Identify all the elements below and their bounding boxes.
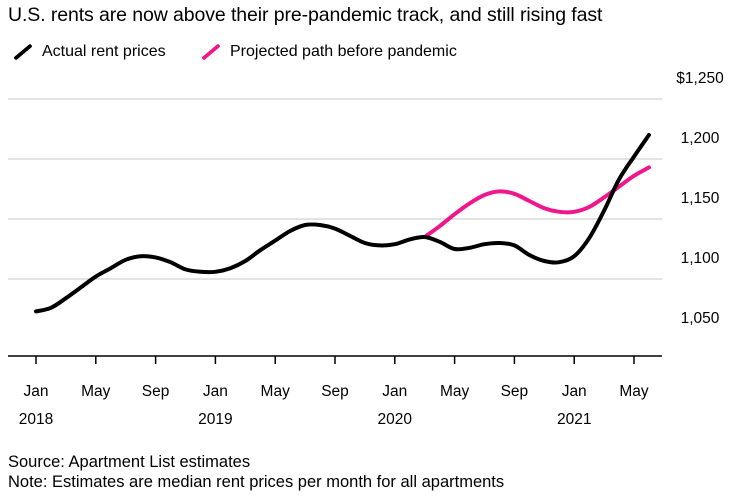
source-note: Source: Apartment List estimates: [8, 453, 251, 471]
y-tick-label: 1,050: [681, 310, 720, 327]
x-tick-label-month: Jan: [203, 383, 228, 400]
x-tick-label-year: 2019: [198, 411, 232, 428]
x-tick-label-month: Sep: [321, 383, 349, 400]
x-tick-label-month: May: [261, 383, 291, 400]
legend-item-projected: Projected path before pandemic: [200, 42, 457, 62]
x-tick-label-month: May: [81, 383, 111, 400]
x-tick-label-year: 2018: [19, 411, 53, 428]
legend-label-actual: Actual rent prices: [42, 43, 166, 60]
x-tick-label-month: Jan: [382, 383, 407, 400]
x-axis: Jan 2018 May Sep Jan 2019 May Sep Jan 2020 May Sep J…: [19, 356, 649, 428]
x-tick-label-month: May: [619, 383, 649, 400]
y-tick-label: 1,100: [681, 250, 720, 267]
y-tick-label: 1,150: [681, 190, 720, 207]
y-tick-label: $1,250: [676, 70, 724, 87]
legend-item-actual: Actual rent prices: [12, 42, 166, 62]
series-lines: [34, 133, 651, 314]
footnote: Note: Estimates are median rent prices p…: [8, 473, 505, 491]
chart-footer: Source: Apartment List estimates Note: E…: [8, 452, 504, 492]
series-line-projected: [422, 165, 651, 239]
x-tick-label-month: May: [440, 383, 470, 400]
x-tick-label-year: 2021: [557, 411, 591, 428]
legend-label-projected: Projected path before pandemic: [230, 43, 457, 60]
x-tick-label-month: Sep: [501, 383, 529, 400]
chart-title: U.S. rents are now above their pre-pande…: [8, 4, 603, 26]
x-tick-label-month: Sep: [142, 383, 170, 400]
y-axis: $1,250 1,200 1,150 1,100 1,050: [676, 70, 724, 327]
series-line-actual: [34, 133, 651, 314]
x-tick-label-month: Jan: [24, 383, 49, 400]
y-tick-label: 1,200: [681, 130, 720, 147]
x-tick-label-year: 2020: [378, 411, 413, 428]
x-tick-label-month: Jan: [562, 383, 587, 400]
